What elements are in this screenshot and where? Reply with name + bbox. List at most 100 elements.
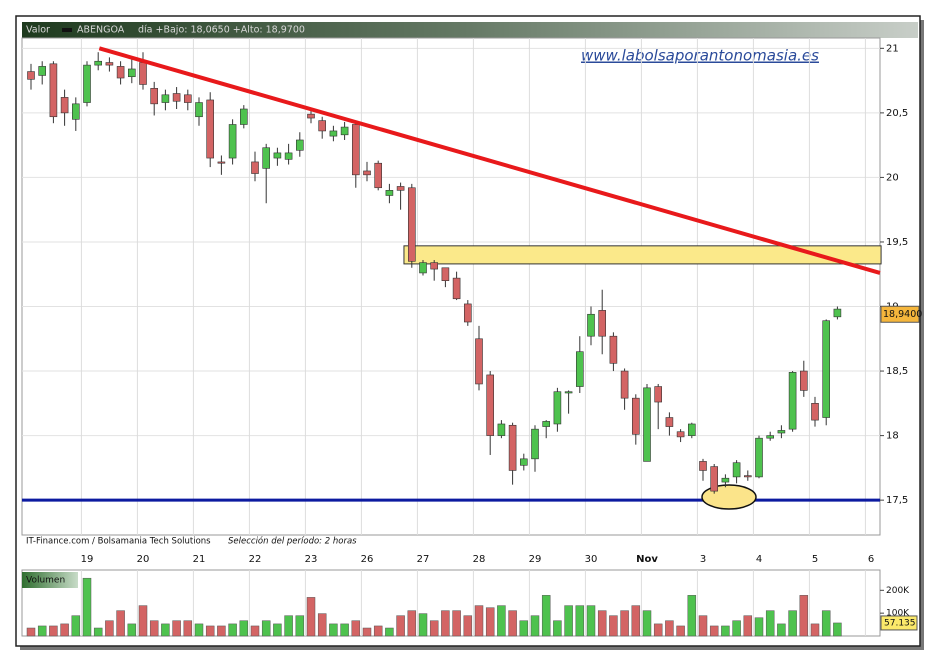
x-tick-label: 29 <box>529 554 542 565</box>
candle-body <box>60 97 69 114</box>
candle-body <box>475 338 483 385</box>
candle-body <box>676 431 685 438</box>
candle-body <box>139 62 147 85</box>
volume-bar <box>597 610 607 637</box>
candle-body <box>307 113 315 119</box>
candle-body <box>452 277 461 300</box>
last-price-label: 18,9400 <box>883 309 922 320</box>
candle-body <box>374 162 383 189</box>
candle-body <box>329 130 338 137</box>
x-tick-label: Nov <box>636 554 658 565</box>
candle-body <box>407 187 416 262</box>
y-tick-label: 18,5 <box>886 366 908 377</box>
volume-bar <box>452 610 461 637</box>
last-volume-label: 57.135 <box>884 618 916 628</box>
volume-bar <box>284 615 293 637</box>
volume-bar <box>373 625 383 637</box>
volume-bar <box>687 595 697 637</box>
price-panel <box>21 37 881 536</box>
x-tick-label: 26 <box>361 554 374 565</box>
y-tick-label: 100K <box>886 609 910 619</box>
candle-body <box>699 461 707 471</box>
volume-bar <box>205 625 215 637</box>
volume-bar <box>631 605 641 637</box>
volume-bar <box>620 610 629 637</box>
volume-bar <box>698 615 708 637</box>
volume-bar <box>26 627 36 637</box>
volume-bar <box>709 625 719 637</box>
candle-body <box>295 139 304 151</box>
volume-bar <box>609 615 618 637</box>
x-tick-label: 30 <box>585 554 598 565</box>
volume-bar <box>60 623 69 637</box>
volume-bar <box>295 615 305 637</box>
volume-bar <box>497 605 506 637</box>
candle-body <box>396 186 405 191</box>
candle-body <box>665 417 674 427</box>
candle-body <box>710 466 719 492</box>
header-bar <box>22 22 918 38</box>
volume-bar <box>329 623 338 637</box>
volume-bar <box>217 625 226 637</box>
volume-bar <box>777 623 786 637</box>
volume-bar <box>261 620 271 637</box>
candle-body <box>284 152 293 160</box>
candle-body <box>822 320 831 418</box>
candle-body <box>240 108 248 125</box>
candle-body <box>318 120 327 132</box>
volume-bar <box>721 625 730 637</box>
volume-bar <box>474 605 484 637</box>
volume-bar <box>351 620 361 637</box>
candle-body <box>743 475 752 478</box>
candle-body <box>72 103 80 120</box>
volume-bar <box>250 625 260 637</box>
candle-body <box>228 124 237 159</box>
volume-bar <box>765 610 775 637</box>
volume-bar <box>194 623 204 637</box>
x-tick-label: 4 <box>756 554 762 565</box>
candle-body <box>217 161 226 164</box>
legend-swatch <box>62 28 72 32</box>
candle-body <box>363 170 371 176</box>
volume-bar <box>586 605 596 637</box>
candle-body <box>531 428 539 460</box>
y-tick-label: 17,5 <box>886 495 908 506</box>
volume-bar <box>463 615 473 637</box>
x-tick-label: 22 <box>249 554 262 565</box>
candle-body <box>687 423 696 436</box>
x-tick-label: 28 <box>473 554 486 565</box>
volume-bar <box>306 597 316 637</box>
candle-body <box>262 147 271 169</box>
candle-body <box>105 62 114 66</box>
volume-bar <box>149 620 159 637</box>
volume-header <box>22 572 78 588</box>
candle-body <box>732 462 741 478</box>
watermark: www.labolsaporantonomasia.es <box>581 47 819 65</box>
candle-body <box>654 386 663 403</box>
volume-bar <box>508 610 517 637</box>
candle-body <box>195 102 203 118</box>
header-info: día +Bajo: 18,0650 +Alto: 18,9700 <box>138 25 305 36</box>
x-tick-label: 27 <box>417 554 430 565</box>
y-tick-label: 21 <box>886 43 899 54</box>
legend-prefix: Valor <box>26 25 50 36</box>
candle-body <box>273 152 282 159</box>
source: IT-Finance.com / Bolsamania Tech Solutio… <box>26 537 211 547</box>
last-price-box <box>880 305 920 323</box>
candle-body <box>419 262 427 274</box>
volume-bar <box>407 610 417 637</box>
candle-body <box>83 64 91 103</box>
volume-bar <box>93 627 103 637</box>
candle-body <box>643 387 651 462</box>
volume-bar <box>553 620 562 637</box>
candle-body <box>251 161 259 174</box>
candle-body <box>116 66 125 79</box>
y-tick-label: 18 <box>886 431 899 442</box>
x-tick-label: 20 <box>137 554 150 565</box>
highlight-ellipse <box>701 484 757 510</box>
candle-body <box>564 391 573 394</box>
volume-bar <box>340 623 349 637</box>
candle-body <box>430 262 439 270</box>
volume-bar <box>429 620 439 637</box>
candle-body <box>553 391 562 425</box>
